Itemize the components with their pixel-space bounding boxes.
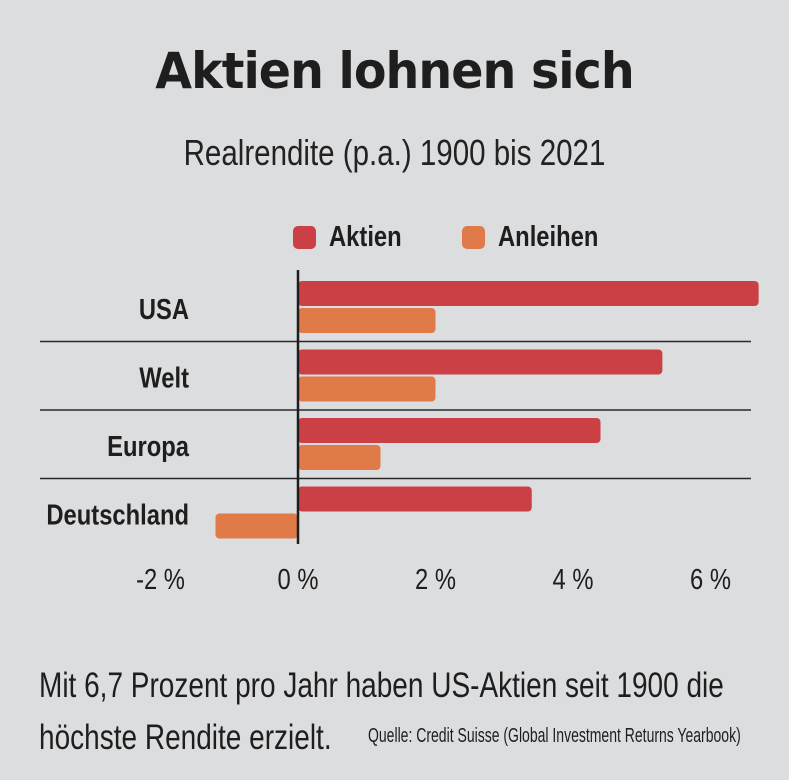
bar-aktien-deutschland bbox=[298, 486, 532, 512]
category-label: Welt bbox=[139, 361, 189, 394]
x-tick-label: 0 % bbox=[278, 563, 319, 596]
legend-swatch-anleihen bbox=[461, 225, 485, 249]
category-label: Deutschland bbox=[46, 498, 189, 531]
bar-aktien-welt bbox=[298, 349, 663, 375]
caption-line-2: höchste Rendite erzielt. bbox=[39, 718, 332, 757]
bar-anleihen-deutschland bbox=[215, 513, 298, 539]
bar-anleihen-welt bbox=[298, 376, 436, 402]
caption-line-1: Mit 6,7 Prozent pro Jahr haben US-Aktien… bbox=[39, 666, 724, 705]
category-label: Europa bbox=[107, 430, 189, 463]
bar-anleihen-europa bbox=[298, 445, 381, 470]
chart-title: Aktien lohnen sich bbox=[155, 42, 634, 100]
legend-label-anleihen: Anleihen bbox=[497, 220, 599, 253]
bar-anleihen-usa bbox=[298, 308, 436, 333]
bar-chart: USA Welt Europa Deutschland -2 % 0 % 2 % 4 % 6 % bbox=[40, 270, 759, 596]
bar-aktien-europa bbox=[298, 418, 601, 443]
source-note: Quelle: Credit Suisse (Global Investment… bbox=[368, 725, 741, 747]
x-tick-label: 4 % bbox=[553, 563, 594, 596]
x-tick-label: 6 % bbox=[690, 563, 731, 596]
category-label: USA bbox=[139, 293, 189, 326]
legend: Aktien Anleihen bbox=[293, 220, 664, 254]
legend-label-aktien: Aktien bbox=[329, 220, 402, 253]
x-tick-label: 2 % bbox=[415, 563, 456, 596]
legend-item-aktien: Aktien bbox=[293, 221, 418, 254]
chart-caption: Mit 6,7 Prozent pro Jahr haben US-Aktien… bbox=[39, 660, 724, 764]
legend-swatch-aktien bbox=[293, 225, 316, 249]
legend-item-anleihen: Anleihen bbox=[461, 220, 620, 254]
chart-subtitle: Realrendite (p.a.) 1900 bis 2021 bbox=[183, 132, 606, 173]
x-tick-label: -2 % bbox=[136, 563, 185, 596]
bar-aktien-usa bbox=[298, 281, 759, 306]
